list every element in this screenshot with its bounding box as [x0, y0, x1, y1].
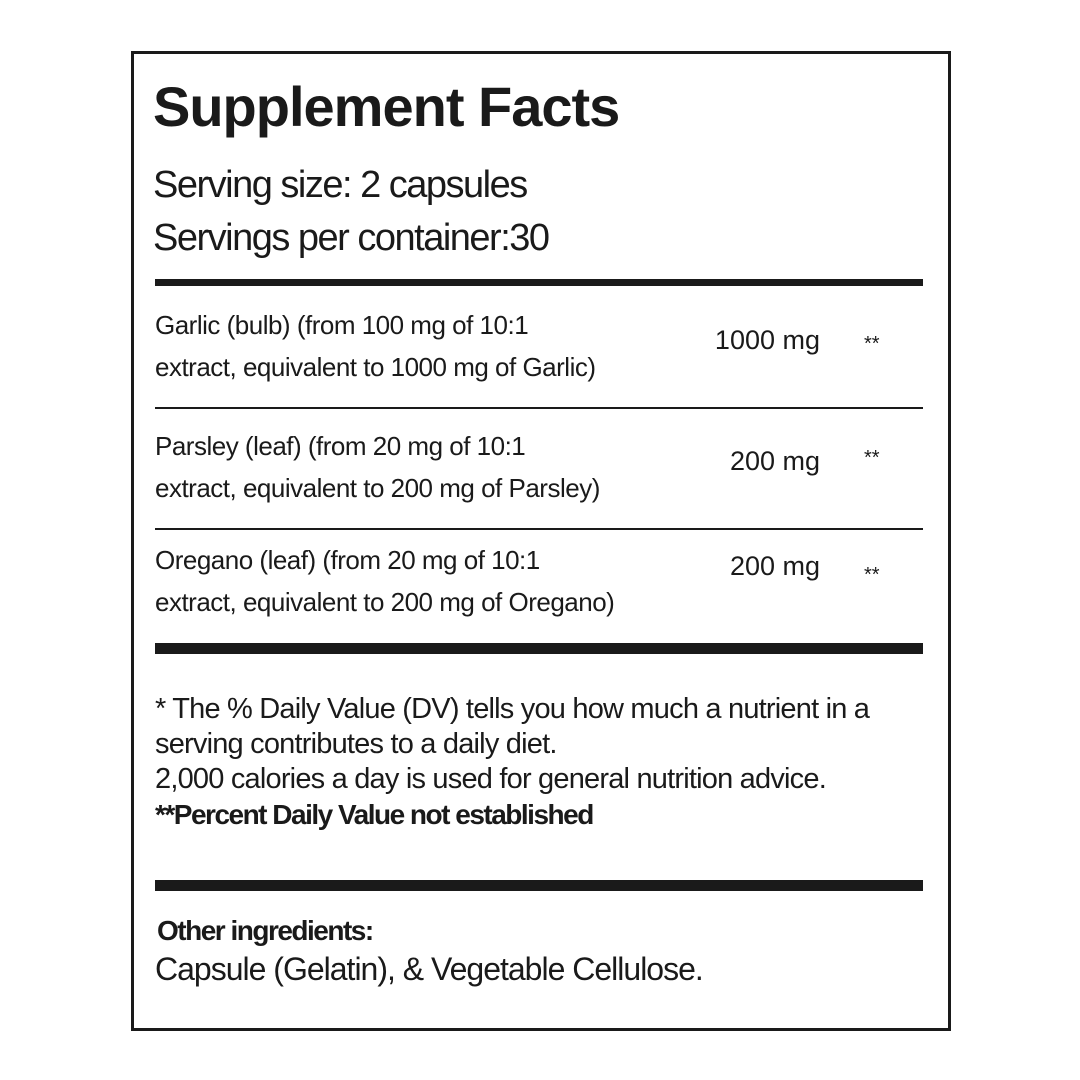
other-ingredients-value: Capsule (Gelatin), & Vegetable Cellulose… — [155, 951, 704, 987]
servings-per-container: Servings per container:30 — [153, 217, 550, 259]
other-ingredients-label: Other ingredients: — [157, 915, 374, 946]
label-border — [131, 51, 951, 1031]
ingredient-oregano: Oregano (leaf) (from 20 mg of 10:1 extrac… — [155, 545, 615, 617]
page-title: Supplement Facts — [153, 75, 620, 138]
amount-garlic: 1000 mg — [714, 325, 820, 355]
serving-size: Serving size: 2 capsules — [153, 164, 528, 206]
divider — [155, 279, 923, 286]
ingredient-garlic: Garlic (bulb) (from 100 mg of 10:1 extrac… — [155, 310, 596, 382]
dv-oregano: ** — [864, 564, 880, 586]
divider — [155, 880, 923, 891]
amount-oregano: 200 mg — [729, 551, 820, 581]
dv-parsley: ** — [864, 447, 880, 469]
footnote: * The % Daily Value (DV) tells you how m… — [155, 693, 870, 830]
divider — [155, 643, 923, 654]
ingredient-parsley: Parsley (leaf) (from 20 mg of 10:1 extrac… — [155, 431, 600, 503]
divider — [155, 528, 923, 530]
divider — [155, 407, 923, 409]
amount-parsley: 200 mg — [729, 446, 820, 476]
dv-garlic: ** — [864, 333, 880, 355]
